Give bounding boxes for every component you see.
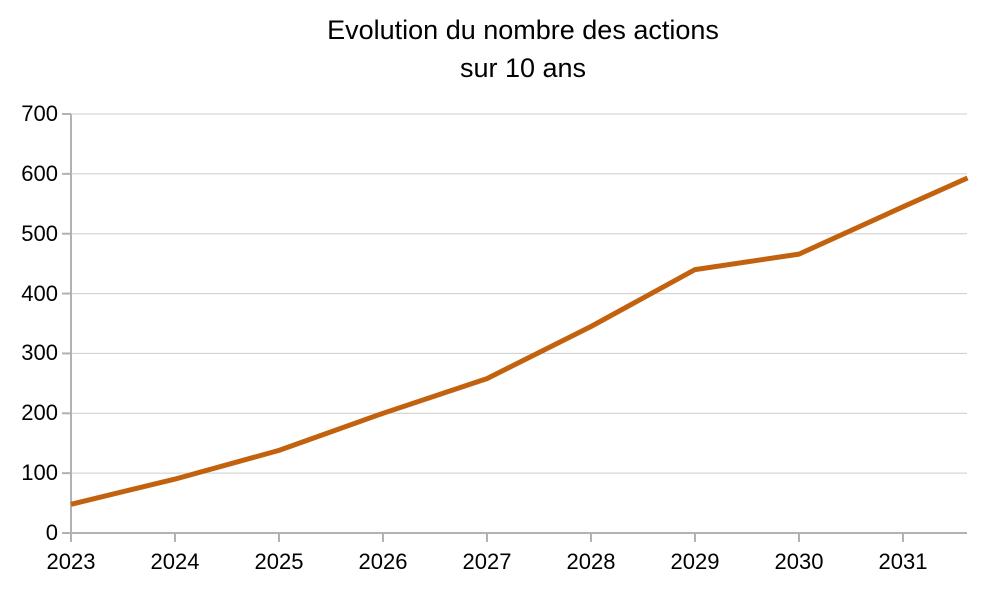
x-tick-label-2029: 2029 — [670, 549, 720, 574]
y-tick-label-400: 400 — [21, 280, 58, 306]
y-tick-label-0: 0 — [45, 520, 58, 545]
chart-title: Evolution du nombre des actions sur 10 an… — [46, 11, 1000, 87]
y-tick-label-100: 100 — [21, 460, 58, 486]
chart-title-line2: sur 10 ans — [459, 53, 587, 83]
y-tick-label-200: 200 — [21, 400, 58, 426]
chart-title-line1: Evolution du nombre des actions — [327, 15, 719, 45]
x-tick-label-2024: 2024 — [150, 549, 200, 574]
x-tick-label-2030: 2030 — [774, 549, 824, 574]
x-tick-label-2026: 2026 — [358, 549, 408, 574]
x-tick-label-2025: 2025 — [254, 549, 304, 574]
x-tick-label-2028: 2028 — [566, 549, 616, 574]
y-tick-label-300: 300 — [21, 340, 58, 366]
y-tick-label-500: 500 — [21, 220, 58, 246]
series-line — [70, 175, 969, 507]
x-tick-label-2031: 2031 — [878, 549, 928, 574]
x-tick-label-2023: 2023 — [46, 549, 96, 574]
x-tick-label-2027: 2027 — [462, 549, 512, 574]
y-tick-label-700: 700 — [21, 101, 58, 126]
y-tick-label-600: 600 — [21, 160, 58, 186]
